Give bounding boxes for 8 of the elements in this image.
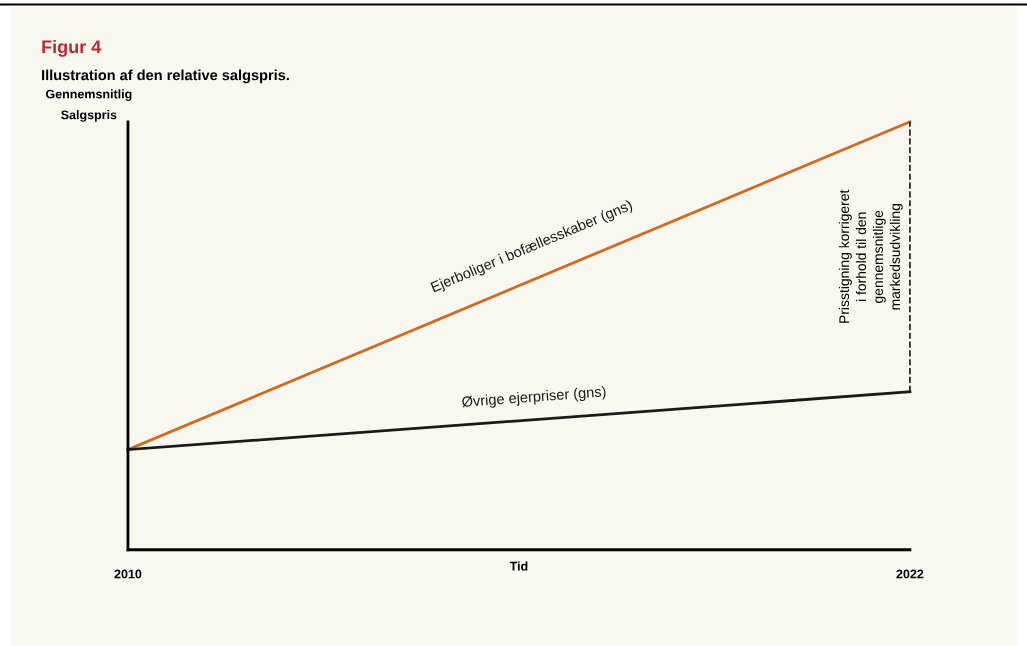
y-axis-title: Gennemsnitlig Salgspris: [45, 89, 132, 122]
chart-title: Figur 4: [42, 39, 102, 57]
series-label: Øvrige ejerpriser (gns): [461, 385, 607, 410]
chart-subtitle: Illustration af den relative salgspris.: [42, 69, 289, 84]
x-tick-label: 2010: [114, 569, 142, 579]
x-tick-label: 2022: [896, 569, 924, 579]
x-axis-title: Tid: [509, 561, 528, 571]
ref-line-label: Prisstigning korrigeret i forhold til den gennemsnitlige markedsudvikling: [838, 189, 903, 323]
